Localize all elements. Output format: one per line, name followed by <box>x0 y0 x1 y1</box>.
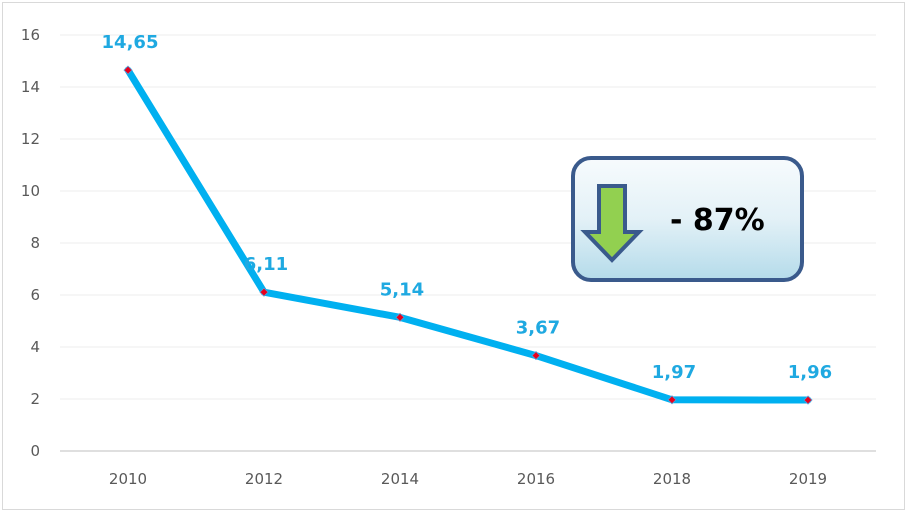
data-point-marker <box>667 395 677 405</box>
y-tick-label: 6 <box>30 286 40 304</box>
data-point-marker <box>803 395 813 405</box>
x-tick-label: 2010 <box>109 470 147 488</box>
x-tick-label: 2019 <box>789 470 827 488</box>
data-label: 1,97 <box>652 362 696 383</box>
data-point-marker <box>395 312 405 322</box>
data-label: 3,67 <box>516 318 560 339</box>
data-point-marker <box>123 65 133 75</box>
x-tick-label: 2016 <box>517 470 555 488</box>
y-tick-label: 12 <box>21 130 40 148</box>
x-tick-label: 2014 <box>381 470 419 488</box>
x-tick-label: 2018 <box>653 470 691 488</box>
series-line <box>124 66 812 404</box>
y-tick-label: 0 <box>30 442 40 460</box>
y-tick-label: 10 <box>21 182 40 200</box>
data-label: 6,11 <box>244 254 288 275</box>
data-label: 5,14 <box>380 279 424 300</box>
arrow-down-icon <box>580 184 644 263</box>
y-tick-label: 14 <box>21 78 40 96</box>
y-tick-label: 16 <box>21 26 40 44</box>
change-callout: - 87% <box>571 156 804 282</box>
data-point-marker <box>259 287 269 297</box>
change-percent-label: - 87% <box>670 203 765 238</box>
y-tick-label: 8 <box>30 234 40 252</box>
y-tick-label: 4 <box>30 338 40 356</box>
y-tick-label: 2 <box>30 390 40 408</box>
x-tick-label: 2012 <box>245 470 283 488</box>
data-point-marker <box>531 351 541 361</box>
data-label: 14,65 <box>102 32 159 53</box>
data-label: 1,96 <box>788 362 832 383</box>
